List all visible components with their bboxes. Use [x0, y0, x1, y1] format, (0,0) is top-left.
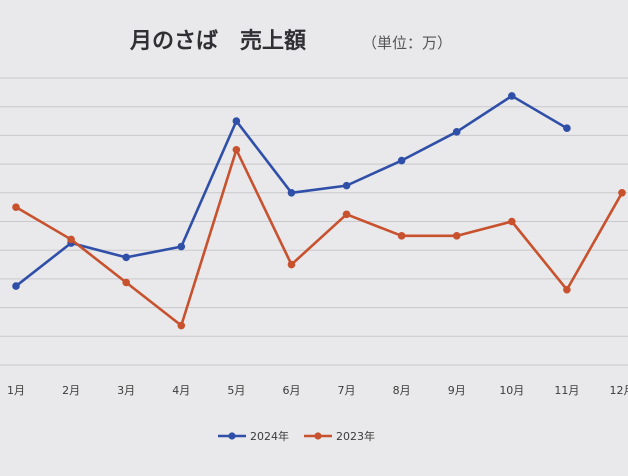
- data-point: [618, 189, 626, 197]
- legend-swatch-marker: [314, 432, 322, 440]
- data-point: [12, 203, 20, 211]
- data-point: [177, 242, 186, 251]
- data-point: [122, 253, 130, 262]
- data-point: [397, 156, 406, 165]
- x-tick-label: 8月: [393, 384, 411, 397]
- x-tick-label: 5月: [227, 384, 245, 397]
- x-tick-label: 3月: [117, 384, 135, 397]
- grid-lines: [0, 77, 628, 366]
- legend-swatch-marker: [228, 432, 236, 440]
- data-point: [122, 278, 130, 287]
- legend-label: 2023年: [336, 429, 375, 443]
- series-line: [15, 148, 624, 327]
- x-tick-label: 10月: [499, 384, 524, 397]
- x-axis-ticks: 1月 2月 3月 4月 5月 6月 7月 8月 9月 10月 11月 12月: [7, 384, 628, 397]
- data-point: [452, 128, 461, 136]
- x-tick-label: 7月: [338, 384, 356, 397]
- chart-title-unit: （単位：万）: [362, 34, 452, 52]
- data-point: [563, 285, 571, 294]
- x-tick-label: 12月: [610, 384, 628, 397]
- legend-item-0: 2024年: [218, 429, 289, 443]
- data-point: [563, 124, 571, 133]
- series-1: [12, 145, 626, 330]
- data-point: [508, 92, 516, 100]
- legend-item-1: 2023年: [304, 429, 375, 443]
- x-tick-label: 4月: [172, 384, 190, 397]
- data-point: [177, 321, 186, 330]
- data-point: [232, 145, 241, 154]
- x-tick-label: 6月: [282, 384, 300, 397]
- x-tick-label: 2月: [62, 384, 80, 397]
- data-point: [342, 210, 351, 219]
- data-point: [452, 232, 461, 240]
- data-point: [287, 189, 296, 197]
- x-tick-label: 9月: [448, 384, 466, 397]
- data-point: [12, 282, 20, 290]
- data-point: [397, 232, 406, 240]
- x-tick-label: 1月: [7, 384, 25, 397]
- legend: 2024年 2023年: [218, 429, 375, 443]
- chart-title: 月のさば 売上額: [129, 28, 306, 54]
- legend-label: 2024年: [250, 429, 289, 443]
- x-tick-label: 11月: [554, 384, 579, 397]
- series-layer: [12, 92, 626, 330]
- data-point: [342, 181, 351, 190]
- data-point: [508, 217, 516, 226]
- data-point: [67, 235, 75, 244]
- data-point: [232, 117, 241, 125]
- data-point: [287, 260, 296, 269]
